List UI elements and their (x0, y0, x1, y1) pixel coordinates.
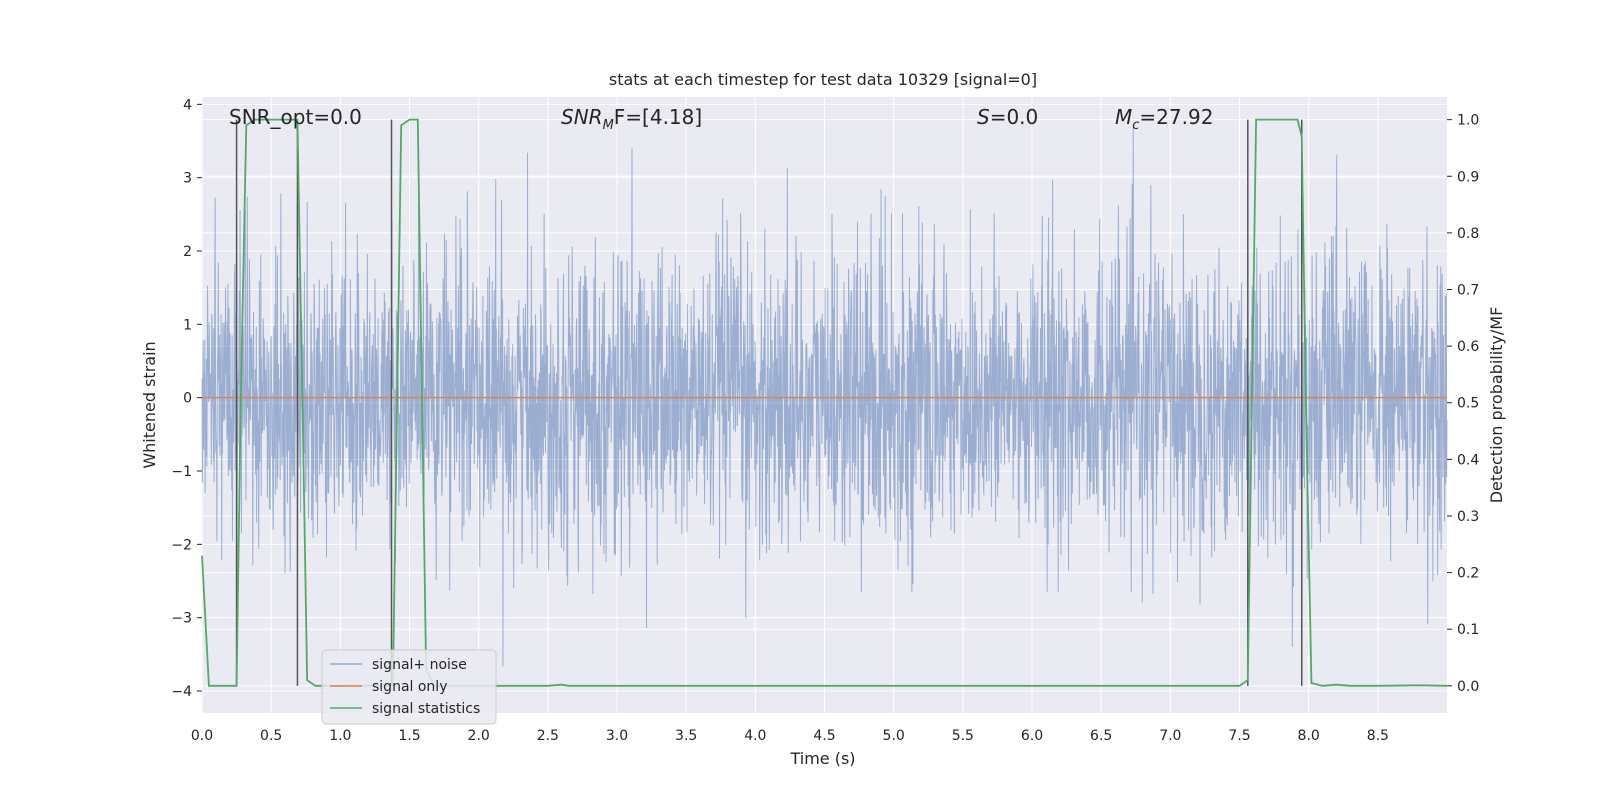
y-tick-label: −2 (171, 537, 192, 553)
x-tick-label: 7.5 (1228, 728, 1250, 744)
y-right-tick-label: 0.3 (1457, 509, 1479, 525)
x-tick-label: 6.5 (1090, 728, 1112, 744)
y-right-tick-label: 0.2 (1457, 566, 1479, 582)
noise-layer (201, 126, 1448, 667)
x-tick-label: 7.0 (1159, 728, 1181, 744)
legend-label-signal: signal only (372, 679, 447, 695)
x-tick-label: 8.5 (1367, 728, 1389, 744)
y-right-tick-label: 0.8 (1457, 226, 1479, 242)
y-right-tick-label: 0.6 (1457, 339, 1479, 355)
y-right-tick-label: 0.9 (1457, 169, 1479, 185)
legend-box (321, 649, 497, 725)
y-right-tick-label: 0.0 (1457, 679, 1479, 695)
x-tick-label: 3.5 (675, 728, 697, 744)
y-axis-label: Whitened strain (140, 341, 159, 468)
x-tick-label: 0.0 (191, 728, 213, 744)
x-tick-label: 2.5 (537, 728, 559, 744)
y-right-tick-label: 0.1 (1457, 622, 1479, 638)
y-tick-label: 3 (183, 171, 192, 187)
axes: 0.0 0.5 1.0 1.5 2.0 2.5 3.0 3.5 4.0 4.5 5.0 5.5 6.0 6… (171, 97, 1479, 744)
x-tick-label: 5.5 (952, 728, 974, 744)
legend: signal+ noise signal only signal statist… (321, 649, 497, 725)
x-tick-label: 3.0 (606, 728, 628, 744)
y-right-tick-label: 0.5 (1457, 396, 1479, 412)
x-axis-label: Time (s) (789, 749, 855, 768)
legend-label-statistics: signal statistics (372, 701, 480, 717)
x-tick-label: 4.0 (744, 728, 766, 744)
noise-series-line (201, 126, 1448, 667)
y-tick-label: 4 (183, 97, 192, 113)
x-tick-label: 0.5 (260, 728, 282, 744)
annotation-snr-opt: SNR_opt=0.0 (229, 105, 362, 129)
x-tick-label: 8.0 (1298, 728, 1320, 744)
y-tick-label: 0 (183, 391, 192, 407)
y-tick-label: −1 (171, 464, 192, 480)
annotation-mc: Mc=27.92 (1115, 105, 1213, 133)
y-axis-right-label: Detection probability/MF (1487, 307, 1506, 504)
x-tick-label: 6.0 (1021, 728, 1043, 744)
chart-title: stats at each timestep for test data 103… (609, 70, 1037, 89)
x-tick-label: 1.5 (398, 728, 420, 744)
y-tick-label: 1 (183, 317, 192, 333)
y-tick-label: 2 (183, 244, 192, 260)
annotation-snr-mf-main: SNR (561, 105, 603, 129)
annotation-snr-mf-value: F=[4.18] (614, 105, 702, 129)
y-right-tick-label: 1.0 (1457, 113, 1479, 129)
annotation-snr-mf: SNRMF=[4.18] (561, 105, 702, 133)
annotation-s-label: S (977, 105, 990, 129)
x-tick-label: 1.0 (329, 728, 351, 744)
overlay (201, 118, 1448, 687)
annotation-s-value: =0.0 (990, 105, 1039, 129)
annotation-mc-sub: c (1132, 118, 1139, 133)
annotation-mc-value: =27.92 (1139, 105, 1213, 129)
y-tick-label: −4 (171, 684, 192, 700)
x-tick-label: 5.0 (883, 728, 905, 744)
x-tick-label: 4.5 (813, 728, 835, 744)
annotation-snr-mf-sub: M (603, 118, 614, 133)
annotation-s: S=0.0 (977, 105, 1038, 129)
annotation-mc-label: M (1115, 105, 1132, 129)
y-right-tick-label: 0.4 (1457, 452, 1479, 468)
y-right-tick-label: 0.7 (1457, 283, 1479, 299)
y-tick-label: −3 (171, 611, 192, 627)
x-tick-label: 2.0 (468, 728, 490, 744)
legend-label-noise: signal+ noise (372, 657, 467, 673)
